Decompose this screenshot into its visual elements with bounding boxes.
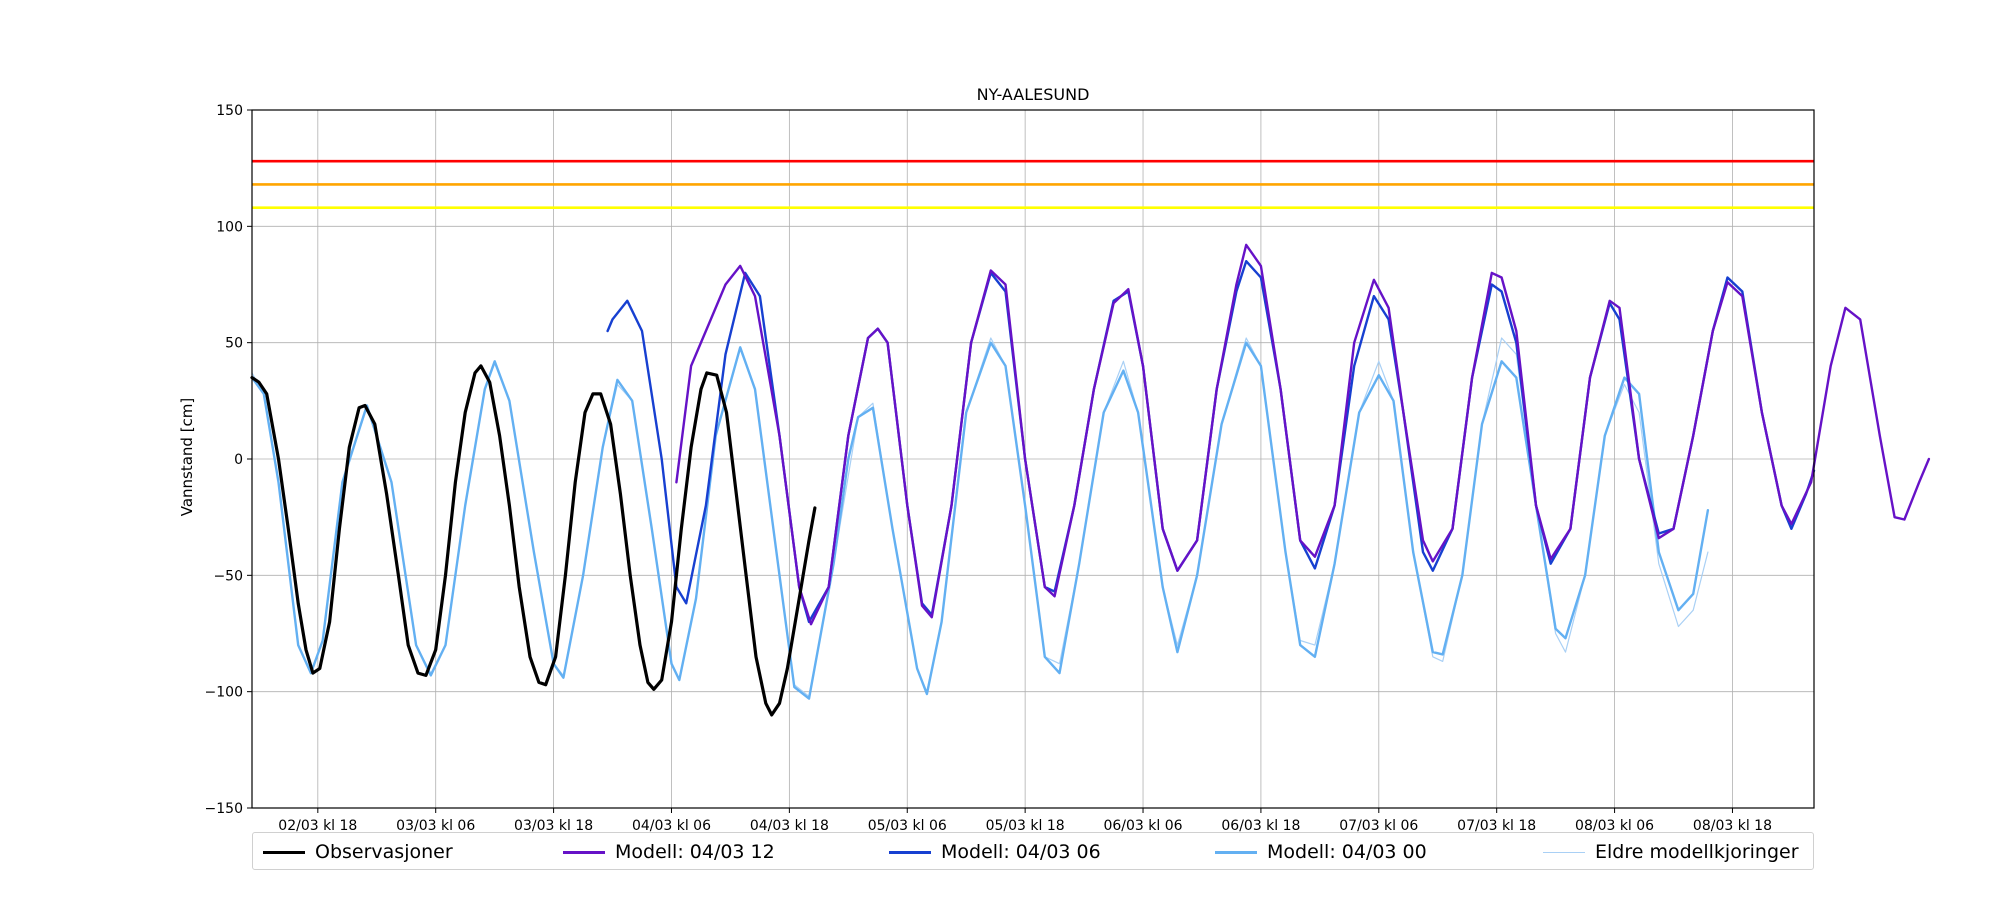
legend-label: Modell: 04/03 12: [615, 841, 775, 863]
x-tick-label: 08/03 kl 06: [1575, 818, 1654, 834]
legend-label: Modell: 04/03 06: [941, 841, 1101, 863]
series-line-modell-04-03-12: [675, 243, 1931, 626]
x-tick-label: 07/03 kl 18: [1457, 818, 1536, 834]
x-tick-label: 07/03 kl 06: [1339, 818, 1418, 834]
x-tick-label: 05/03 kl 06: [868, 818, 947, 834]
grid: [252, 110, 1814, 808]
x-tick-label: 06/03 kl 18: [1221, 818, 1300, 834]
series-line-modell-04-03-00: [250, 341, 1710, 700]
legend-label: Observasjoner: [315, 841, 453, 863]
x-tick-label: 06/03 kl 06: [1103, 818, 1182, 834]
y-tick-label: −150: [205, 801, 243, 817]
series-lines: [250, 243, 1931, 717]
legend: Observasjoner Modell: 04/03 12 Modell: 0…: [252, 832, 1814, 870]
y-tick-label: 50: [225, 336, 243, 352]
axis-ticks: −150 −100 −50 0 50 100 150 02/03 kl 18 03/03 kl …: [205, 103, 1772, 834]
legend-item-eldre-modellkjoringer: Eldre modellkjoringer: [1543, 833, 1799, 871]
y-tick-label: −100: [205, 685, 243, 701]
y-axis-label: Vannstand [cm]: [178, 398, 196, 517]
x-tick-label: 08/03 kl 18: [1693, 818, 1772, 834]
legend-item-modell-0403-00: Modell: 04/03 00: [1215, 833, 1427, 871]
y-tick-label: −50: [213, 568, 243, 584]
chart-title: NY-AALESUND: [977, 85, 1090, 104]
series-line-observasjoner: [250, 364, 817, 717]
x-tick-label: 05/03 kl 18: [986, 818, 1065, 834]
x-tick-label: 04/03 kl 18: [750, 818, 829, 834]
y-tick-label: 150: [216, 103, 243, 119]
x-tick-label: 04/03 kl 06: [632, 818, 711, 834]
legend-item-modell-0403-12: Modell: 04/03 12: [563, 833, 775, 871]
legend-swatch: [1543, 851, 1585, 853]
x-tick-label: 02/03 kl 18: [278, 818, 357, 834]
legend-swatch: [889, 850, 931, 854]
threshold-lines: [252, 159, 1814, 210]
legend-label: Eldre modellkjoringer: [1595, 841, 1799, 863]
legend-item-modell-0403-06: Modell: 04/03 06: [889, 833, 1101, 871]
legend-item-observasjoner: Observasjoner: [263, 833, 453, 871]
y-tick-label: 100: [216, 219, 243, 235]
y-tick-label: 0: [234, 452, 243, 468]
legend-swatch: [263, 850, 305, 854]
legend-label: Modell: 04/03 00: [1267, 841, 1427, 863]
legend-swatch: [563, 850, 605, 854]
x-tick-label: 03/03 kl 18: [514, 818, 593, 834]
x-tick-label: 03/03 kl 06: [396, 818, 475, 834]
legend-swatch: [1215, 850, 1257, 854]
